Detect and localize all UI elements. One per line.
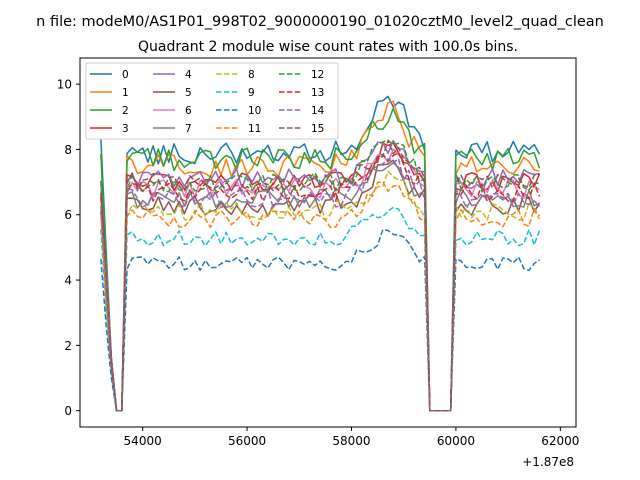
legend-label-11: 11 — [248, 123, 261, 135]
series-8-line — [100, 170, 541, 412]
legend-frame — [85, 62, 339, 140]
legend-label-2: 2 — [122, 105, 129, 117]
y-tick-label: 4 — [64, 274, 72, 288]
legend-label-13: 13 — [311, 87, 324, 99]
x-tick-label: 60000 — [437, 434, 475, 448]
legend-label-6: 6 — [185, 105, 192, 117]
series-7-line — [100, 162, 540, 412]
x-tick-label: 56000 — [228, 434, 266, 448]
series-11-line — [100, 180, 541, 412]
legend-label-12: 12 — [311, 69, 324, 81]
plot-frame — [79, 57, 577, 428]
figure-suptitle: n file: modeM0/AS1P01_998T02_9000000190_… — [36, 14, 604, 30]
legend-label-5: 5 — [185, 87, 192, 99]
legend-label-1: 1 — [122, 87, 129, 99]
y-tick-label: 8 — [64, 143, 72, 157]
legend-label-15: 15 — [311, 123, 324, 135]
x-tick-label: 58000 — [332, 434, 370, 448]
x-axis: 54000 56000 58000 60000 62000 — [124, 427, 579, 448]
legend-label-14: 14 — [311, 105, 325, 117]
legend-label-3: 3 — [122, 123, 129, 135]
legend-label-10: 10 — [248, 105, 261, 117]
y-axis: 0 2 4 6 8 10 — [57, 78, 80, 418]
legend-label-4: 4 — [185, 69, 192, 81]
x-axis-offset-label: +1.87e8 — [522, 455, 574, 469]
legend-label-7: 7 — [185, 123, 192, 135]
series-6-line — [100, 148, 540, 412]
series-15-line — [100, 139, 540, 412]
y-tick-label: 0 — [64, 404, 72, 418]
legend-label-8: 8 — [248, 69, 255, 81]
series-2-line — [100, 107, 541, 412]
series-layer — [100, 95, 541, 412]
legend-label-9: 9 — [248, 87, 255, 99]
y-tick-label: 10 — [57, 78, 72, 92]
series-0-line — [100, 95, 541, 412]
series-9-line — [100, 206, 541, 412]
x-tick-label: 54000 — [124, 434, 162, 448]
series-1-line — [100, 100, 540, 412]
chart-title: Quadrant 2 module wise count rates with … — [138, 39, 518, 55]
y-tick-label: 6 — [64, 208, 72, 222]
series-10-line — [100, 228, 540, 412]
legend-label-0: 0 — [122, 69, 129, 81]
series-12-line — [100, 139, 540, 412]
series-13-line — [100, 151, 541, 412]
series-5-line — [100, 159, 541, 412]
series-14-line — [100, 158, 541, 412]
x-tick-label: 62000 — [541, 434, 579, 448]
y-tick-label: 2 — [64, 339, 72, 353]
